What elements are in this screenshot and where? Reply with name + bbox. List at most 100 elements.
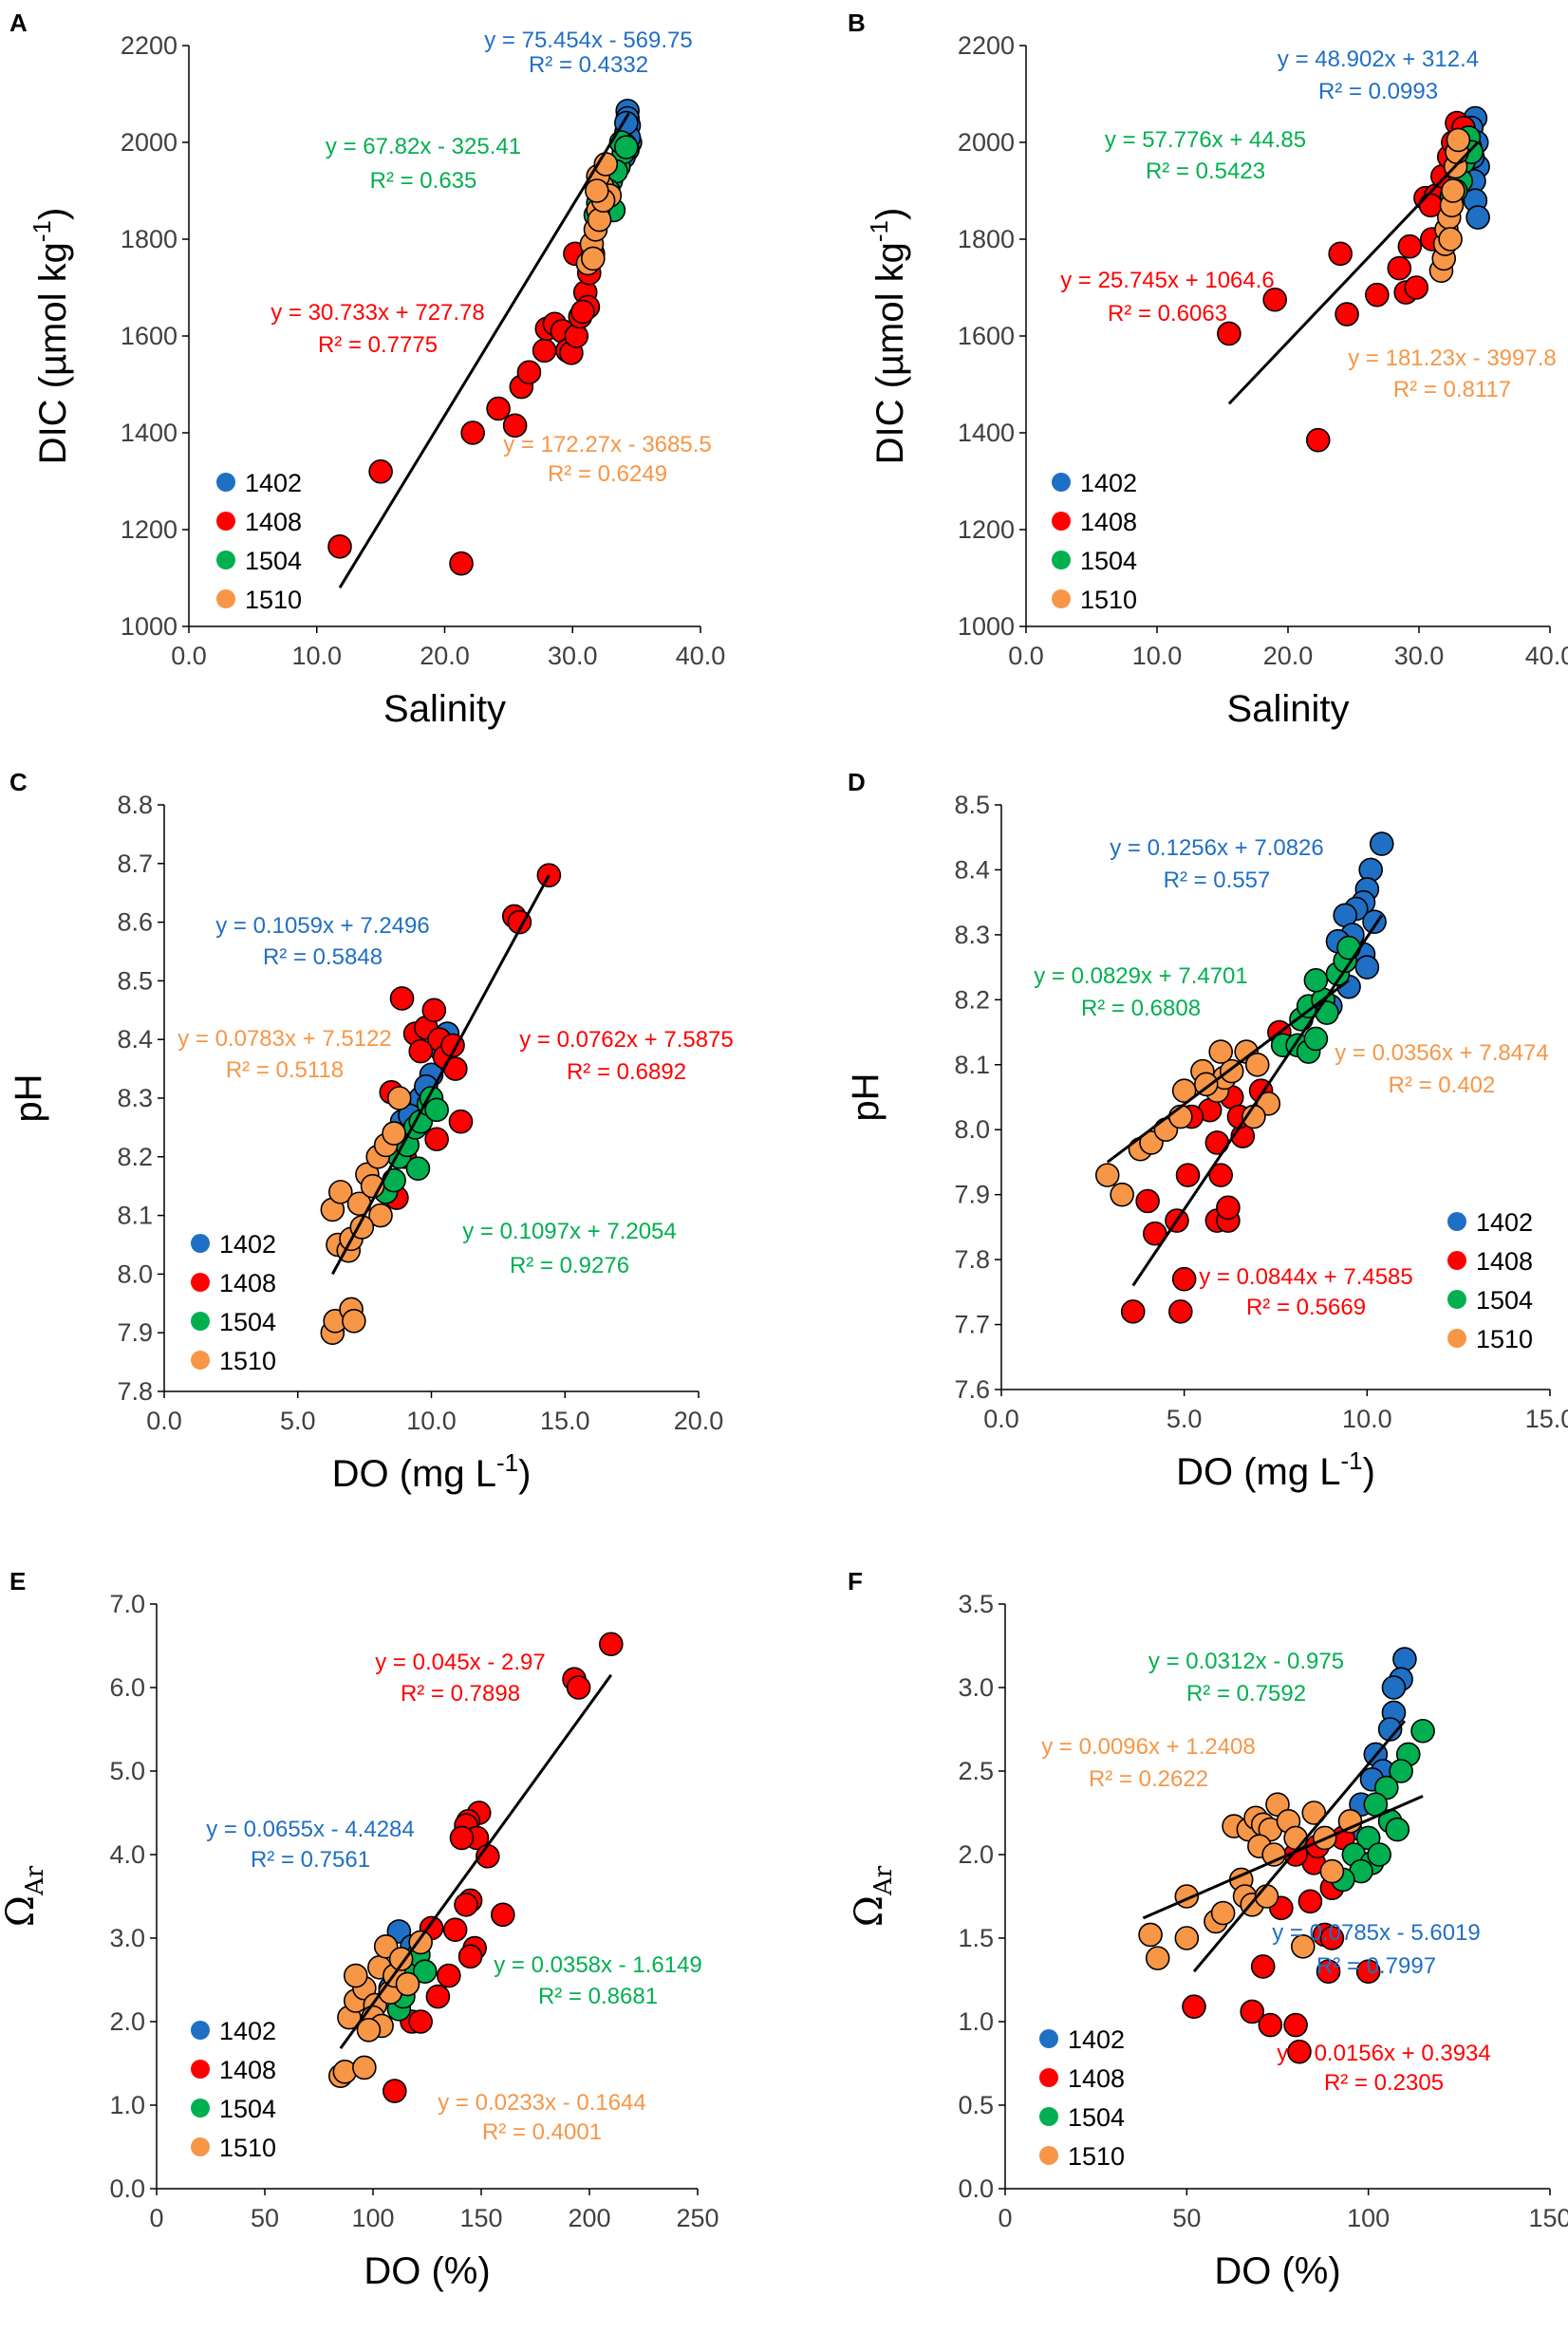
x-tick-label: 100 (351, 2204, 394, 2232)
regression-r2: R² = 0.5848 (263, 944, 383, 970)
regression-equation: y = 0.0356x + 7.8474 (1335, 1040, 1549, 1066)
data-point (1258, 2012, 1283, 2038)
data-point (1290, 1934, 1316, 1959)
y-tick-label: 1000 (958, 612, 1015, 641)
y-axis-title: pH (845, 1073, 887, 1121)
data-point (425, 1984, 451, 2009)
panel-f: F 0 50 100 150 0.0 0.5 1.0 1.5 2.0 2.5 3.0 3.5 DO (%)… (848, 1567, 1568, 2292)
series-1408 (327, 241, 606, 576)
data-point (412, 1959, 438, 1984)
legend-marker (216, 512, 235, 531)
data-point (424, 1127, 449, 1152)
data-point (454, 1893, 478, 1917)
legend: 1402 1408 1504 1510 (216, 469, 302, 614)
data-point (516, 360, 542, 385)
data-point (1335, 302, 1359, 326)
y-tick-label: 2.0 (109, 2007, 145, 2036)
legend-marker (1447, 1251, 1466, 1270)
y-tick-label: 8.2 (954, 985, 990, 1014)
y-tick-label: 3.0 (109, 1924, 145, 1952)
legend: 1402 1408 1504 1510 (191, 2017, 276, 2162)
data-point (1174, 1926, 1200, 1950)
y-title-main: DIC (µmol kg (869, 242, 911, 464)
regression-equation: y = 0.0233x - 0.1644 (438, 2090, 646, 2116)
legend-label: 1402 (245, 469, 302, 497)
data-point (1465, 205, 1490, 230)
y-tick-label: 2200 (958, 31, 1015, 60)
y-tick-label: 7.9 (954, 1181, 990, 1209)
regression-r2: R² = 0.6249 (548, 461, 667, 487)
data-point (368, 458, 393, 484)
x-axis-title: DO (%) (1214, 2250, 1340, 2292)
y-tick-label: 7.8 (117, 1377, 153, 1406)
data-point (1244, 1052, 1270, 1077)
series-1510 (575, 152, 623, 276)
y-tick-label: 8.5 (117, 966, 153, 995)
panel-letter: D (848, 768, 866, 796)
data-point (424, 1097, 449, 1123)
data-point (436, 1963, 461, 1988)
legend-marker (191, 2099, 210, 2117)
y-tick-label: 1200 (121, 515, 177, 544)
regression-line (1106, 979, 1350, 1164)
x-tick-label: 10.0 (1132, 642, 1183, 670)
regression-line (1192, 1720, 1407, 1973)
series-1408 (382, 1632, 624, 2103)
data-point (342, 1309, 366, 1334)
data-point (408, 2009, 433, 2034)
y-tick-label: 8.8 (117, 791, 153, 819)
data-point (1301, 1800, 1327, 1825)
legend-marker (1039, 2068, 1058, 2087)
data-point (1365, 282, 1390, 308)
regression-r2: R² = 0.7997 (1316, 1953, 1436, 1979)
regression-equation: y = 0.0785x - 5.6019 (1272, 1920, 1481, 1946)
data-point (1319, 1858, 1345, 1884)
data-point (442, 1917, 468, 1942)
y-tick-label: 4.0 (109, 1840, 145, 1869)
y-tick-label: 5.0 (109, 1757, 145, 1785)
x-tick-label: 10.0 (406, 1407, 457, 1435)
data-point (1287, 2039, 1312, 2064)
y-tick-label: 2000 (121, 128, 177, 157)
y-tick-label: 8.3 (954, 921, 990, 949)
legend-label: 1510 (1080, 586, 1137, 614)
legend-label: 1402 (219, 1230, 276, 1259)
y-title-omega: Ω (0, 1895, 43, 1927)
regression-equation: y = 0.0312x - 0.975 (1148, 1649, 1344, 1674)
y-tick-label: 8.0 (117, 1259, 153, 1288)
x-tick-label: 5.0 (1167, 1405, 1203, 1433)
regression-r2: R² = 0.2622 (1089, 1766, 1208, 1792)
y-tick-label: 7.0 (109, 1590, 145, 1618)
panel-letter: A (9, 9, 28, 37)
x-tick-label: 10.0 (1342, 1405, 1392, 1433)
y-tick-label: 1000 (121, 612, 177, 641)
panel-letter: C (9, 768, 28, 796)
legend-marker (191, 2137, 210, 2156)
regression-equation: y = 0.0762x + 7.5875 (519, 1027, 734, 1053)
data-point (448, 1109, 474, 1134)
y-tick-label: 8.4 (954, 855, 990, 884)
y-tick-label: 3.0 (958, 1673, 994, 1702)
panel-letter: E (9, 1567, 26, 1595)
x-tick-label: 0.0 (983, 1405, 1019, 1433)
regression-equation: y = 75.454x - 569.75 (484, 28, 693, 53)
data-point (460, 420, 485, 445)
y-tick-label: 7.9 (117, 1318, 153, 1347)
x-title-end: ) (1363, 1451, 1375, 1493)
regression-equation: y = 181.23x - 3997.8 (1348, 345, 1557, 371)
data-point (327, 1180, 353, 1204)
x-tick-label: 0.0 (146, 1407, 182, 1435)
regression-r2: R² = 0.5423 (1146, 159, 1265, 184)
x-tick-label: 40.0 (1525, 642, 1568, 670)
regression-equation: y = 25.745x + 1064.6 (1060, 268, 1275, 293)
data-point (1216, 1195, 1241, 1221)
y-title-sup: -1 (865, 220, 893, 242)
data-point (449, 550, 474, 576)
data-point (1354, 955, 1380, 979)
panel-b: B 0.0 10.0 20.0 30.0 40.0 1000 1200 1400 1600 1800… (848, 9, 1568, 730)
x-tick-label: 0 (149, 2204, 163, 2232)
data-point (343, 1963, 368, 1988)
legend-label: 1408 (245, 508, 302, 536)
data-point (352, 2055, 377, 2080)
data-point (1240, 1999, 1265, 2024)
